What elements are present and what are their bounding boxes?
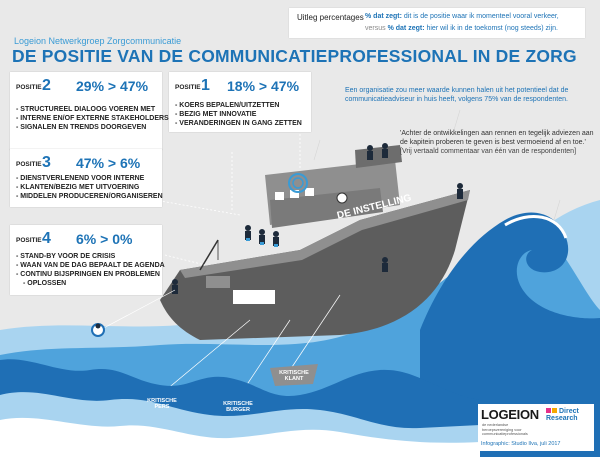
- position-number: 1: [201, 77, 210, 94]
- legend-line-2: versus % dat zegt: hier wil ik in de toe…: [365, 25, 558, 32]
- position-label: POSITIE: [16, 237, 42, 244]
- respondent-quote: 'Achter de ontwikkelingen aan rennen en …: [400, 129, 596, 156]
- ship-cabin: [355, 145, 402, 168]
- infographic-credit: Infographic: Studio Ilva, juli 2017: [481, 441, 561, 447]
- big-wave-right: [420, 212, 600, 457]
- boat-label-pers: KRITISCHE PERS: [147, 398, 177, 410]
- quote-text: 'Achter de ontwikkelingen aan rennen en …: [400, 130, 594, 146]
- ship-window: [290, 190, 299, 198]
- list-item: MIDDELEN PRODUCEREN/ORGANISEREN: [16, 192, 162, 201]
- ship-window: [275, 192, 284, 200]
- position-items: STRUCTUREEL DIALOOG VOEREN MET INTERNE E…: [16, 105, 169, 132]
- lifeboat: [206, 276, 230, 288]
- crew-figures: [172, 143, 463, 294]
- list-item: KLANTEN/BEZIG MET UITVOERING: [16, 183, 163, 192]
- position-number: 3: [42, 154, 51, 171]
- quote-source: [Vrij vertaald commentaar van één van de…: [400, 148, 577, 155]
- tow-lines: [99, 289, 341, 396]
- list-item: DIENSTVERLENEND VOOR INTERNE: [16, 174, 163, 183]
- legend-label: Uitleg percentages: [297, 13, 364, 22]
- logeion-tagline: de nederlandse beroepsvereniging voor co…: [482, 423, 528, 436]
- boat-label-burger: KRITISCHE BURGER: [223, 401, 253, 413]
- ship-deck-edge: [180, 190, 470, 278]
- boat-label-klant: KRITISCHE KLANT: [279, 370, 309, 382]
- position-card-2: POSITIE 2 29% > 47% STRUCTUREEL DIALOOG …: [10, 72, 169, 150]
- position-percentages: 18% > 47%: [227, 78, 300, 94]
- ship-window: [305, 188, 314, 196]
- logeion-logo: LOGEION: [481, 407, 539, 422]
- list-item: STRUCTUREEL DIALOOG VOEREN MET: [16, 105, 169, 114]
- list-item: BEZIG MET INNOVATIE: [175, 110, 302, 119]
- logo-panel: LOGEION de nederlandse beroepsvereniging…: [478, 404, 594, 451]
- position-label: POSITIE: [16, 84, 42, 91]
- page-title: DE POSITIE VAN DE COMMUNICATIEPROFESSION…: [12, 46, 577, 66]
- radar-dish: [288, 173, 308, 193]
- ship-window-panel: [233, 290, 275, 304]
- boat-klant: [270, 364, 318, 386]
- position-label: POSITIE: [16, 161, 42, 168]
- list-item: KOERS BEPALEN/UITZETTEN: [175, 101, 302, 110]
- position-percentages: 47% > 6%: [76, 155, 141, 171]
- position-card-1: POSITIE 1 18% > 47% KOERS BEPALEN/UITZET…: [169, 72, 311, 132]
- position-number: 2: [42, 77, 51, 94]
- position-percentages: 29% > 47%: [76, 78, 149, 94]
- wave-foam-right: [504, 214, 568, 239]
- list-item: SIGNALEN EN TRENDS DOORGEVEN: [16, 123, 169, 132]
- list-item: STAND-BY VOOR DE CRISIS: [16, 252, 165, 261]
- position-label: POSITIE: [175, 84, 201, 91]
- position-card-4: POSITIE 4 6% > 0% STAND-BY VOOR DE CRISI…: [10, 225, 165, 295]
- position-items: DIENSTVERLENEND VOOR INTERNE KLANTEN/BEZ…: [16, 174, 163, 201]
- position-number: 4: [42, 230, 51, 247]
- legend-line-1: % dat zegt: dit is de positie waar ik mo…: [365, 13, 559, 20]
- list-item: CONTINU BIJSPRINGEN EN PROBLEMEN: [16, 270, 165, 279]
- list-item: VERANDERINGEN IN GANG ZETTEN: [175, 119, 302, 128]
- respondent-note: Een organisatie zou meer waarde kunnen h…: [345, 87, 569, 103]
- list-item: WAAN VAN DE DAG BEPAALT DE AGENDA: [16, 261, 164, 270]
- subtitle: Logeion Netwerkgroep Zorgcommunicatie: [14, 36, 182, 46]
- list-item: OPLOSSEN: [16, 279, 165, 288]
- dr-mark-icon: [546, 408, 551, 413]
- porthole: [336, 192, 348, 204]
- legend-box: Uitleg percentages % dat zegt: dit is de…: [289, 8, 585, 38]
- position-card-3: POSITIE 3 47% > 6% DIENSTVERLENEND VOOR …: [10, 149, 163, 207]
- position-items: KOERS BEPALEN/UITZETTEN BEZIG MET INNOVA…: [175, 101, 302, 128]
- crane-arm: [199, 239, 219, 271]
- list-item: INTERNE EN/OF EXTERNE STAKEHOLDERS: [16, 114, 168, 123]
- position-percentages: 6% > 0%: [76, 231, 133, 247]
- position-items: STAND-BY VOOR DE CRISIS WAAN VAN DE DAG …: [16, 252, 165, 288]
- direct-research-logo: Direct Research: [546, 408, 579, 422]
